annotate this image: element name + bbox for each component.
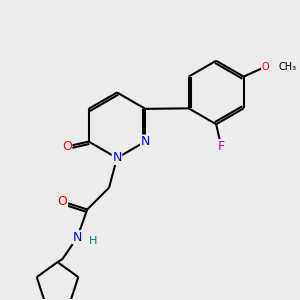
- Text: F: F: [218, 140, 225, 152]
- Text: H: H: [89, 236, 98, 246]
- Text: O: O: [62, 140, 72, 153]
- Text: N: N: [112, 152, 122, 164]
- Text: O: O: [58, 195, 68, 208]
- Text: CH₃: CH₃: [278, 62, 296, 72]
- Text: N: N: [141, 135, 150, 148]
- Text: N: N: [73, 231, 82, 244]
- Text: O: O: [262, 62, 269, 72]
